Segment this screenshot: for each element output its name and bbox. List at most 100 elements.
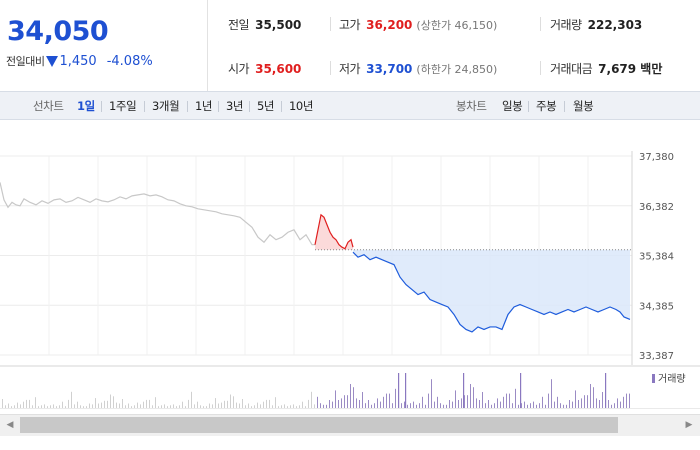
period-3m[interactable]: 3개월 [152,99,180,113]
intraday-chart[interactable]: 37,380 36,382 35,384 34,385 33,387 거래량 [0,121,700,409]
volume-bar [140,404,141,408]
volume-bar [74,404,75,408]
stat-low: 저가 33,700 (하한가 24,850) [339,62,498,76]
volume-bar [68,399,69,408]
volume-bar [356,398,357,408]
volume-bar [47,406,48,408]
volume-bar [518,404,519,408]
volume-bar [8,403,9,408]
scroll-right-icon[interactable]: ▶ [685,420,693,430]
volume-bar [605,373,607,408]
volume-bar [116,402,117,408]
volume-bar [113,396,114,408]
volume-bar [212,404,213,408]
period-1y[interactable]: 1년 [195,99,213,113]
volume-bar [59,405,60,408]
volume-bar [137,402,138,408]
volume-bar [563,404,564,408]
volume-bar [482,392,483,408]
period-1d[interactable]: 1일 [77,99,95,113]
volume-bar [224,400,225,408]
volume-bar [539,403,540,408]
scroll-thumb[interactable] [20,417,618,433]
volume-bar [302,401,303,408]
candle-monthly[interactable]: 월봉 [573,99,594,113]
quote-summary-panel: 34,050 전일대비 1,450 -4.08% 전일 35,500 고가 36,2… [0,0,700,92]
volume-bar [20,404,21,408]
volume-bar [17,402,18,408]
volume-bar [317,396,318,408]
volume-bar [404,401,405,408]
volume-bar [53,404,54,408]
scroll-left-icon[interactable]: ◀ [6,420,14,430]
volume-bar [95,398,96,408]
volume-bar [431,379,432,408]
volume-bar [413,401,414,408]
volume-bar [467,395,468,408]
volume-bar [440,403,441,408]
volume-bar [239,403,240,408]
above-close-area [315,214,353,250]
volume-bar [410,403,411,408]
volume-bar [125,405,126,408]
volume-legend-label: 거래량 [658,373,686,385]
y-tick-label: 35,384 [639,252,674,263]
volume-bar [29,399,30,408]
volume-bar [80,405,81,408]
volume-bar [86,406,87,408]
volume-bar [500,401,501,408]
period-1w[interactable]: 1주일 [109,99,137,113]
volume-bar [362,392,363,408]
volume-bar [461,398,462,408]
volume-bar [308,399,309,408]
candle-daily[interactable]: 일봉 [502,99,523,113]
period-10y[interactable]: 10년 [289,99,314,113]
volume-bar [5,405,6,408]
volume-bar [476,398,477,408]
volume-bar [26,399,27,408]
volume-bar [143,401,144,408]
volume-bar [380,401,381,408]
volume-bar [437,396,438,408]
volume-bar [71,391,72,408]
stat-open: 시가 35,600 [228,62,302,76]
volume-bar [392,403,393,408]
volume-bar [470,384,471,408]
volume-bar [314,404,315,408]
volume-bar [191,391,192,408]
volume-bar [128,403,129,408]
volume-bar [389,393,390,408]
change-percent: -4.08% [106,53,153,69]
volume-bar [14,405,15,408]
volume-bar [221,402,222,408]
volume-bar [77,401,78,408]
volume-bar [146,399,147,408]
change-row: 전일대비 1,450 -4.08% [6,53,153,69]
volume-bar [428,393,429,408]
period-3y[interactable]: 3년 [226,99,244,113]
volume-bar [611,404,612,408]
volume-bar [23,401,24,408]
volume-bar [353,387,354,408]
period-5y[interactable]: 5년 [257,99,275,113]
volume-bar [158,406,159,408]
current-price: 34,050 [7,16,109,47]
y-tick-label: 37,380 [639,152,674,163]
chart-scrollbar[interactable]: ◀ ▶ [0,414,700,436]
volume-bar [101,402,102,408]
volume-bar [338,400,339,408]
volume-bar [587,395,588,408]
volume-bar [590,384,591,408]
volume-bar [320,403,321,408]
volume-bar [626,393,627,408]
volume-bar [488,400,489,408]
volume-bar [218,403,219,408]
volume-bar [278,406,279,408]
volume-bar [266,399,267,408]
volume-bar [509,393,510,408]
candle-weekly[interactable]: 주봉 [536,99,557,113]
line-chart-label: 선차트 [33,99,64,113]
volume-bar [521,403,522,408]
volume-bar [329,400,330,408]
volume-bar [233,396,234,408]
